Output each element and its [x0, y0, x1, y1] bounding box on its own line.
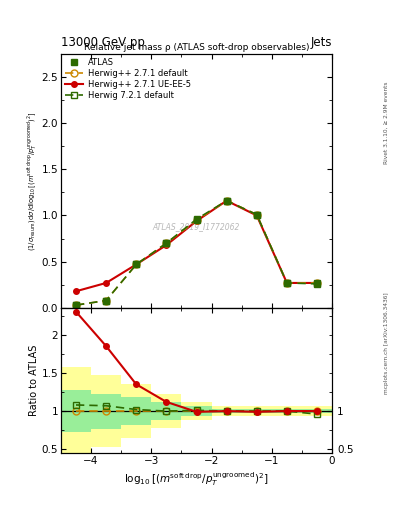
Text: Rivet 3.1.10, ≥ 2.9M events: Rivet 3.1.10, ≥ 2.9M events [384, 81, 389, 164]
Legend: ATLAS, Herwig++ 2.7.1 default, Herwig++ 2.7.1 UE-EE-5, Herwig 7.2.1 default: ATLAS, Herwig++ 2.7.1 default, Herwig++ … [63, 56, 192, 102]
Title: Relative jet mass ρ (ATLAS soft-drop observables): Relative jet mass ρ (ATLAS soft-drop obs… [84, 42, 309, 52]
Y-axis label: $(1/\sigma_\mathrm{resum})\,\mathrm{d}\sigma/\mathrm{d}\log_{10}[(m^{\mathrm{sof: $(1/\sigma_\mathrm{resum})\,\mathrm{d}\s… [25, 111, 39, 251]
Text: Jets: Jets [310, 36, 332, 49]
Text: mcplots.cern.ch [arXiv:1306.3436]: mcplots.cern.ch [arXiv:1306.3436] [384, 292, 389, 394]
Text: 13000 GeV pp: 13000 GeV pp [61, 36, 145, 49]
Y-axis label: Ratio to ATLAS: Ratio to ATLAS [29, 345, 39, 416]
Text: ATLAS_2019_I1772062: ATLAS_2019_I1772062 [153, 222, 240, 231]
X-axis label: $\log_{10}[(m^{\mathrm{soft\,drop}}/p_T^{\mathrm{ungroomed}})^2]$: $\log_{10}[(m^{\mathrm{soft\,drop}}/p_T^… [124, 470, 269, 488]
